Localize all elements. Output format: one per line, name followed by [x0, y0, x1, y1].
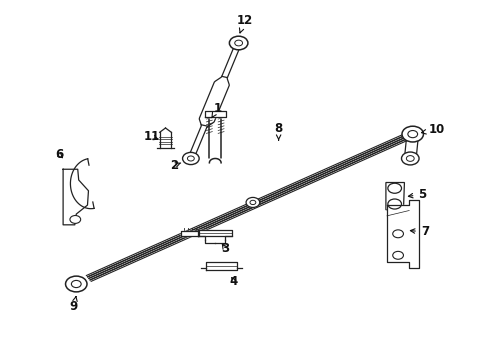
Circle shape	[71, 280, 81, 288]
Text: 4: 4	[229, 275, 237, 288]
Circle shape	[407, 131, 417, 138]
Text: 12: 12	[236, 14, 252, 33]
Circle shape	[245, 197, 259, 207]
Polygon shape	[204, 111, 225, 117]
Circle shape	[392, 230, 403, 238]
Polygon shape	[159, 132, 171, 148]
Text: 2: 2	[169, 159, 180, 172]
Text: 9: 9	[70, 297, 78, 313]
Text: 7: 7	[409, 225, 428, 238]
Text: 3: 3	[221, 242, 228, 255]
Circle shape	[249, 200, 255, 204]
Circle shape	[234, 40, 242, 46]
Circle shape	[401, 152, 418, 165]
Circle shape	[229, 36, 247, 50]
Circle shape	[182, 152, 199, 165]
Text: 8: 8	[274, 122, 282, 140]
Text: 10: 10	[421, 123, 444, 136]
Polygon shape	[199, 76, 229, 126]
Polygon shape	[205, 262, 237, 270]
Circle shape	[387, 183, 401, 193]
Circle shape	[387, 199, 401, 209]
Circle shape	[65, 276, 87, 292]
Polygon shape	[63, 169, 88, 225]
Polygon shape	[180, 230, 199, 236]
Text: 11: 11	[143, 130, 160, 144]
Circle shape	[70, 216, 81, 224]
Circle shape	[187, 156, 194, 161]
Text: 1: 1	[211, 102, 221, 118]
Text: 5: 5	[407, 188, 426, 201]
Circle shape	[406, 156, 413, 161]
Circle shape	[392, 251, 403, 259]
Circle shape	[401, 126, 423, 142]
Polygon shape	[198, 230, 232, 235]
Polygon shape	[386, 200, 418, 268]
Text: 6: 6	[55, 148, 63, 161]
